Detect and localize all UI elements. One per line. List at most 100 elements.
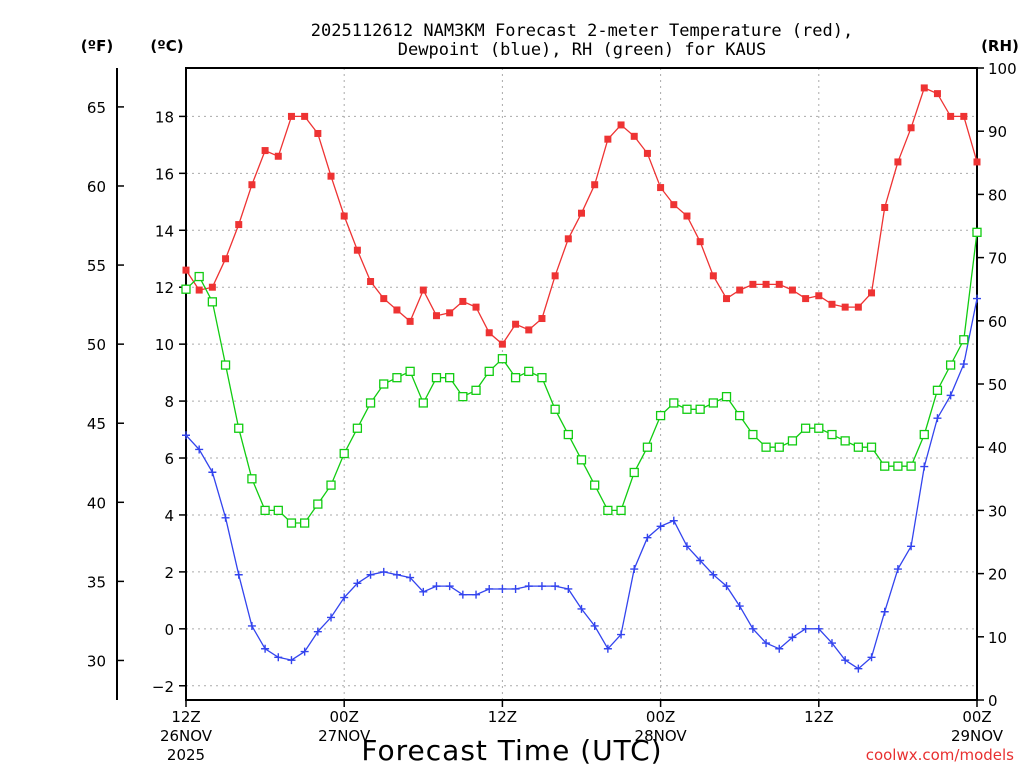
dewpoint-point: [696, 556, 705, 565]
temperature-point: [894, 158, 902, 166]
dewpoint-point: [379, 567, 388, 576]
rh-point: [181, 284, 191, 294]
temperature-series: [182, 84, 981, 348]
temperature-point: [578, 209, 585, 217]
celsius-tick-label: 2: [164, 564, 174, 582]
fahrenheit-tick-label: 40: [87, 494, 106, 512]
rh-point: [629, 467, 639, 478]
temperature-point: [512, 320, 520, 328]
rh-tick-label: 100: [988, 60, 1017, 78]
dewpoint-point: [406, 573, 415, 582]
rh-point: [735, 410, 745, 421]
temperature-point: [802, 295, 810, 303]
rh-point: [708, 398, 718, 408]
dewpoint-point: [327, 613, 336, 622]
rh-point: [748, 429, 758, 440]
dewpoint-point: [669, 516, 678, 525]
dewpoint-point: [590, 621, 599, 630]
temperature-point: [525, 326, 533, 334]
rh-point: [563, 429, 573, 440]
rh-series: [181, 227, 982, 528]
dewpoint-point: [973, 294, 981, 303]
dewpoint-point: [419, 587, 428, 596]
x-tick-time-label: 00Z: [330, 708, 359, 726]
dewpoint-point: [261, 644, 270, 653]
rh-point: [234, 423, 244, 433]
tick-labels: −2 0 2 4 6 8 10 12 14 16 18 30 35 40 45 50 55 60 65 0 10 20 30…: [87, 60, 1017, 764]
dewpoint-point: [340, 593, 349, 602]
dewpoint-point: [762, 639, 771, 648]
dewpoint-point: [775, 644, 784, 653]
dewpoint-point: [603, 644, 612, 653]
dewpoint-point: [709, 570, 718, 579]
rh-point: [286, 518, 297, 528]
temperature-point: [235, 221, 243, 229]
celsius-tick-label: −2: [152, 678, 174, 696]
rh-point: [840, 436, 850, 446]
rh-tick-label: 40: [988, 439, 1007, 457]
temperature-point: [933, 90, 941, 98]
rh-point: [853, 442, 863, 452]
dewpoint-point: [287, 656, 296, 665]
rh-point: [299, 518, 310, 528]
temperature-point: [222, 255, 230, 263]
temperature-point: [301, 112, 309, 120]
temperature-point: [881, 203, 889, 211]
rh-tick-label: 90: [988, 123, 1007, 141]
temperature-point: [472, 303, 480, 311]
temperature-point: [380, 295, 388, 303]
dewpoint-point: [920, 462, 929, 471]
rh-tick-label: 70: [988, 250, 1007, 268]
temperature-point: [248, 181, 256, 189]
rh-point: [616, 505, 626, 516]
fahrenheit-tick-label: 35: [87, 573, 106, 591]
temperature-point: [920, 84, 928, 92]
dewpoint-point: [551, 582, 560, 591]
dewpoint-point: [577, 604, 586, 613]
temperature-point: [274, 152, 282, 160]
dewpoint-point: [511, 584, 520, 593]
fahrenheit-tick-label: 45: [87, 415, 106, 433]
temperature-point: [696, 238, 704, 246]
celsius-tick-label: 8: [164, 393, 174, 411]
temperature-point: [485, 329, 493, 337]
dewpoint-point: [564, 584, 573, 593]
dewpoint-point: [827, 639, 836, 648]
rh-point: [458, 391, 468, 402]
dewpoint-point: [841, 656, 850, 665]
fahrenheit-tick-label: 60: [87, 178, 106, 196]
dewpoint-point: [893, 565, 902, 574]
x-tick-date-label: 29NOV: [951, 727, 1004, 745]
dewpoint-point: [432, 582, 441, 591]
temperature-point: [868, 289, 876, 297]
dewpoint-point: [300, 647, 309, 656]
temperature-point: [736, 286, 744, 294]
rh-point: [932, 385, 943, 395]
celsius-tick-label: 12: [155, 279, 174, 297]
rh-point: [972, 227, 982, 237]
temperature-point: [788, 286, 796, 294]
rh-point: [471, 385, 481, 395]
rh-point: [959, 335, 969, 345]
rh-point: [576, 455, 587, 465]
dewpoint-point: [643, 533, 652, 542]
rh-tick-label: 20: [988, 566, 1007, 584]
dewpoint-point: [247, 621, 256, 630]
temperature-point: [775, 280, 783, 288]
temperature-point: [854, 303, 862, 311]
rh-point: [537, 373, 547, 383]
dewpoint-point: [366, 570, 375, 579]
temperature-point: [947, 112, 955, 120]
data-series: [181, 84, 982, 673]
rh-point: [919, 429, 929, 440]
dewpoint-point: [617, 630, 626, 639]
rh-tick-label: 80: [988, 186, 1007, 204]
rh-tick-label: 60: [988, 313, 1007, 331]
temperature-point: [670, 201, 678, 209]
temperature-point: [432, 312, 440, 320]
dewpoint-series: [182, 294, 981, 673]
dewpoint-point: [656, 522, 665, 531]
x-tick-time-label: 00Z: [646, 708, 675, 726]
dewpoint-point: [801, 624, 810, 633]
